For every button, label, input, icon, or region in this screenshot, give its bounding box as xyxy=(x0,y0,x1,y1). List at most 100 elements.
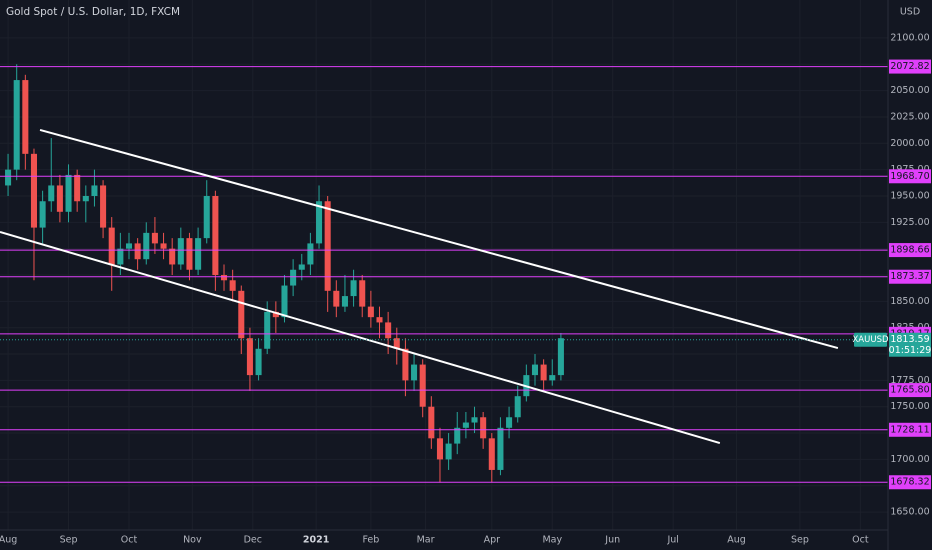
level-label: 1873.37 xyxy=(890,271,929,282)
candle-body xyxy=(143,232,150,260)
x-tick-label: Aug xyxy=(0,535,17,546)
candle-body xyxy=(195,238,202,270)
candle-body xyxy=(246,338,253,376)
x-tick-label: Apr xyxy=(484,535,501,546)
candle-body xyxy=(298,264,305,270)
candle-body xyxy=(367,306,374,318)
candle-body xyxy=(203,195,210,239)
candle-body xyxy=(462,422,469,428)
candle-body xyxy=(531,364,539,376)
candle-body xyxy=(22,80,29,154)
candle-body xyxy=(220,275,228,281)
candle-body xyxy=(290,269,297,286)
candle-body xyxy=(514,396,521,418)
candle-body xyxy=(186,238,193,270)
candle-body xyxy=(376,317,383,323)
candle-body xyxy=(272,311,279,318)
candle-body xyxy=(39,201,46,228)
y-tick-label: 1650.00 xyxy=(890,507,929,518)
candle-body xyxy=(100,185,107,228)
candle-body xyxy=(445,443,452,460)
candle-body xyxy=(393,338,400,349)
level-label: 1678.32 xyxy=(890,477,929,488)
y-tick-label: 1700.00 xyxy=(890,454,929,465)
x-tick-label: Sep xyxy=(60,535,78,546)
price-label: 1813.59 xyxy=(890,334,929,345)
candle-body xyxy=(324,201,331,291)
candle-body xyxy=(91,185,98,196)
candle-body xyxy=(402,348,409,381)
symbol-label: XAUUSD xyxy=(852,335,888,345)
candle-body xyxy=(160,243,167,249)
candle-body xyxy=(333,290,340,307)
x-tick-label: 2021 xyxy=(303,535,329,546)
y-tick-label: 2100.00 xyxy=(890,32,929,43)
x-tick-label: Oct xyxy=(852,535,869,546)
candle-body xyxy=(497,427,504,470)
symbol-tag xyxy=(854,332,887,347)
trend-line xyxy=(39,128,839,349)
level-tag xyxy=(889,383,931,398)
x-tick-label: Oct xyxy=(121,535,138,546)
candle-body xyxy=(264,311,271,349)
candle-body xyxy=(169,248,176,265)
candle-body xyxy=(134,243,141,260)
y-tick-label: 1850.00 xyxy=(890,296,929,307)
currency: USD xyxy=(900,7,920,18)
x-tick-label: Feb xyxy=(362,535,379,546)
y-tick-label: 1775.00 xyxy=(890,375,929,386)
candle-body xyxy=(108,227,115,265)
candle-body xyxy=(151,232,158,244)
level-tag xyxy=(889,422,931,437)
y-tick-label: 2050.00 xyxy=(890,85,929,96)
candle-body xyxy=(56,185,63,212)
candle-body xyxy=(13,80,20,170)
candle-body xyxy=(316,201,323,244)
trend-line xyxy=(0,231,721,445)
level-tag xyxy=(889,243,931,258)
candle-body xyxy=(30,153,37,228)
x-tick-label: Jul xyxy=(666,535,678,546)
candle-body xyxy=(48,185,55,202)
candle-body xyxy=(557,338,564,376)
x-tick-label: Dec xyxy=(244,535,262,546)
level-tag xyxy=(889,475,931,490)
x-tick-label: Mar xyxy=(417,535,435,546)
y-tick-label: 1925.00 xyxy=(890,217,929,228)
candle-body xyxy=(419,364,426,407)
candle-body xyxy=(506,417,513,428)
candle-body xyxy=(411,364,418,381)
candle-body xyxy=(471,417,478,423)
candle-body xyxy=(341,296,348,307)
level-label: 2072.82 xyxy=(890,61,929,72)
candle-body xyxy=(255,348,262,376)
level-tag xyxy=(889,269,931,284)
x-tick-label: Nov xyxy=(183,535,202,546)
candle-body xyxy=(436,438,443,460)
level-label: 1728.11 xyxy=(890,424,929,435)
countdown: 01:51:29 xyxy=(889,345,932,356)
candle-body xyxy=(549,375,556,381)
candle-body xyxy=(5,169,12,186)
candle-body xyxy=(125,243,133,249)
candle-body xyxy=(454,427,461,444)
candle-body xyxy=(359,280,366,307)
x-tick-label: Aug xyxy=(727,535,746,546)
candle-body xyxy=(82,195,89,202)
candle-body xyxy=(281,285,288,318)
level-label: 1968.70 xyxy=(890,171,929,182)
chart-title: Gold Spot / U.S. Dollar, 1D, FXCM xyxy=(6,6,180,18)
candle-body xyxy=(229,280,236,291)
level-label: 1898.66 xyxy=(890,245,929,256)
candle-body xyxy=(350,280,357,297)
candle-body xyxy=(488,438,495,470)
level-tag xyxy=(889,59,931,74)
x-tick-label: May xyxy=(542,535,562,546)
y-tick-label: 2025.00 xyxy=(890,111,929,122)
level-tag xyxy=(889,169,931,184)
candle-body xyxy=(385,322,392,339)
y-tick-label: 1750.00 xyxy=(890,401,929,412)
candle-body xyxy=(428,406,435,439)
price-tag xyxy=(889,332,931,357)
